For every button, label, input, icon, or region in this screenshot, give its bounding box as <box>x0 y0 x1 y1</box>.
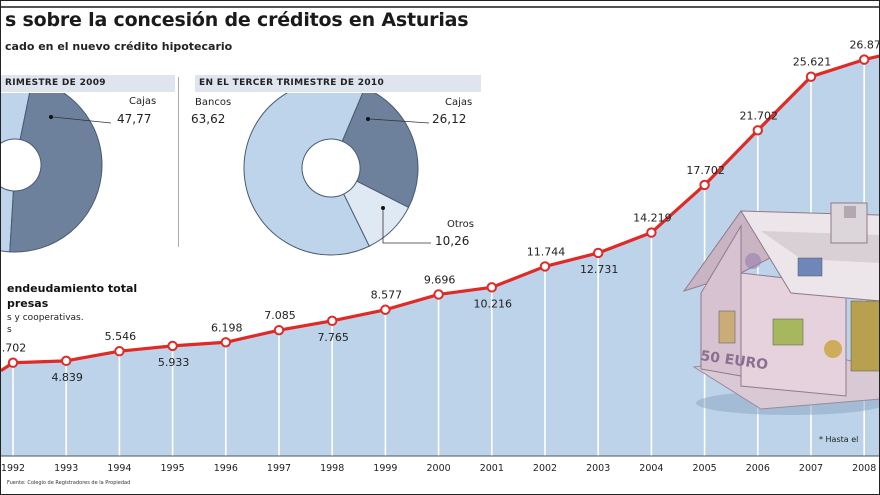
pie2-leader-otros <box>382 210 431 244</box>
value-label-2000: 9.696 <box>424 273 456 286</box>
pie2-marker-cajas <box>366 117 370 121</box>
pie1-chart <box>1 93 112 253</box>
value-label-1993: 4.839 <box>51 371 83 384</box>
value-label-2002: 11.744 <box>527 245 566 258</box>
pie1-slice-cajas <box>9 93 103 253</box>
data-point-2000 <box>433 289 444 300</box>
page-subtitle: cado en el nuevo crédito hipotecario <box>5 40 233 53</box>
pie1-leader <box>52 116 112 124</box>
pie2-value-bancos: 63,62 <box>191 112 226 126</box>
chart-area-fill <box>1 56 879 456</box>
value-label-1999: 8.577 <box>371 289 403 302</box>
debt-title-line2: presas <box>7 297 49 310</box>
pie-separator <box>178 77 179 247</box>
pie2-label-otros: Otros <box>447 219 475 230</box>
data-point-1995 <box>167 340 178 352</box>
debt-note-line2: s <box>7 325 12 335</box>
pie2-value-cajas: 26,12 <box>432 112 467 126</box>
x-tick-label-1995: 1995 <box>161 463 185 474</box>
data-point-1993 <box>60 355 72 367</box>
x-tick-label-1992: 1992 <box>1 463 25 474</box>
pie1-label-cajas: Cajas <box>129 96 157 107</box>
x-tick-label-2003: 2003 <box>586 463 610 474</box>
debt-note-line1: s y cooperativas. <box>7 313 84 323</box>
pie1-marker <box>49 115 53 119</box>
value-label-2003: 12.731 <box>580 263 619 276</box>
top-rule <box>1 6 879 8</box>
x-tick-label-2001: 2001 <box>480 463 504 474</box>
value-label-2008: 26.87 <box>849 39 880 52</box>
data-point-2004 <box>646 227 657 238</box>
value-label-1998: 7.765 <box>317 331 349 344</box>
x-tick-label-2002: 2002 <box>533 463 557 474</box>
x-tick-label-1993: 1993 <box>54 463 78 474</box>
x-tick-label-1996: 1996 <box>214 463 238 474</box>
pie2-label-bancos: Bancos <box>195 97 232 108</box>
data-point-2001 <box>486 282 497 293</box>
x-tick-label-2005: 2005 <box>693 463 717 474</box>
value-label-1997: 7.085 <box>264 309 296 322</box>
data-point-2006 <box>752 125 763 136</box>
pie2-value-otros: 10,26 <box>435 234 470 248</box>
pie2-slice-cajas <box>341 93 419 209</box>
data-point-2008 <box>859 54 870 65</box>
pie2-label-cajas: Cajas <box>445 97 473 108</box>
value-label-2007: 25.621 <box>793 56 832 69</box>
x-tick-label-2006: 2006 <box>746 463 770 474</box>
pie2-chart <box>243 93 431 256</box>
data-point-1998 <box>327 315 338 327</box>
pie2-leader-cajas <box>369 118 430 124</box>
source-note: Fuente: Colegio de Registradores de la P… <box>7 480 131 486</box>
data-point-1999 <box>380 304 391 315</box>
value-label-2004: 14.219 <box>633 212 672 225</box>
pie2-header: EN EL TERCER TRIMESTRE DE 2010 <box>195 75 481 92</box>
data-point-2005 <box>699 179 710 191</box>
pie1-value-cajas: 47,77 <box>117 112 152 126</box>
x-tick-label-1994: 1994 <box>107 463 131 474</box>
value-label-2006: 21.702 <box>740 109 779 122</box>
value-label-2005: 17.702 <box>686 164 725 177</box>
pie1-slice-other <box>1 93 31 253</box>
debt-title-line1: endeudamiento total <box>7 282 138 295</box>
data-point-1997 <box>273 324 285 336</box>
value-label-2001: 10.216 <box>474 297 513 310</box>
pie2-slice-bancos <box>243 93 370 256</box>
data-point-2002 <box>539 261 551 272</box>
value-label-1995: 5.933 <box>158 356 190 369</box>
x-tick-label-2007: 2007 <box>799 463 823 474</box>
value-label-1992: .702 <box>2 342 27 355</box>
data-point-1994 <box>114 345 125 357</box>
value-label-1994: 5.546 <box>105 330 137 343</box>
page-title: s sobre la concesión de créditos en Astu… <box>5 9 469 31</box>
x-tick-label-2008: 2008 <box>852 463 876 474</box>
x-tick-label-2000: 2000 <box>427 463 451 474</box>
footnote: * Hasta el <box>819 435 859 444</box>
pie1-header: RIMESTRE DE 2009 <box>1 75 175 92</box>
data-point-1992 <box>7 357 19 368</box>
x-tick-label-2004: 2004 <box>639 463 663 474</box>
value-label-1996: 6.198 <box>211 321 243 334</box>
pie2-marker-otros <box>381 206 385 210</box>
pie2-slice-otros <box>343 180 410 247</box>
x-tick-label-1999: 1999 <box>373 463 397 474</box>
x-tick-label-1997: 1997 <box>267 463 291 474</box>
data-point-2003 <box>593 247 604 259</box>
data-point-1996 <box>220 337 232 348</box>
x-tick-label-1998: 1998 <box>320 463 344 474</box>
data-point-2007 <box>805 71 817 82</box>
